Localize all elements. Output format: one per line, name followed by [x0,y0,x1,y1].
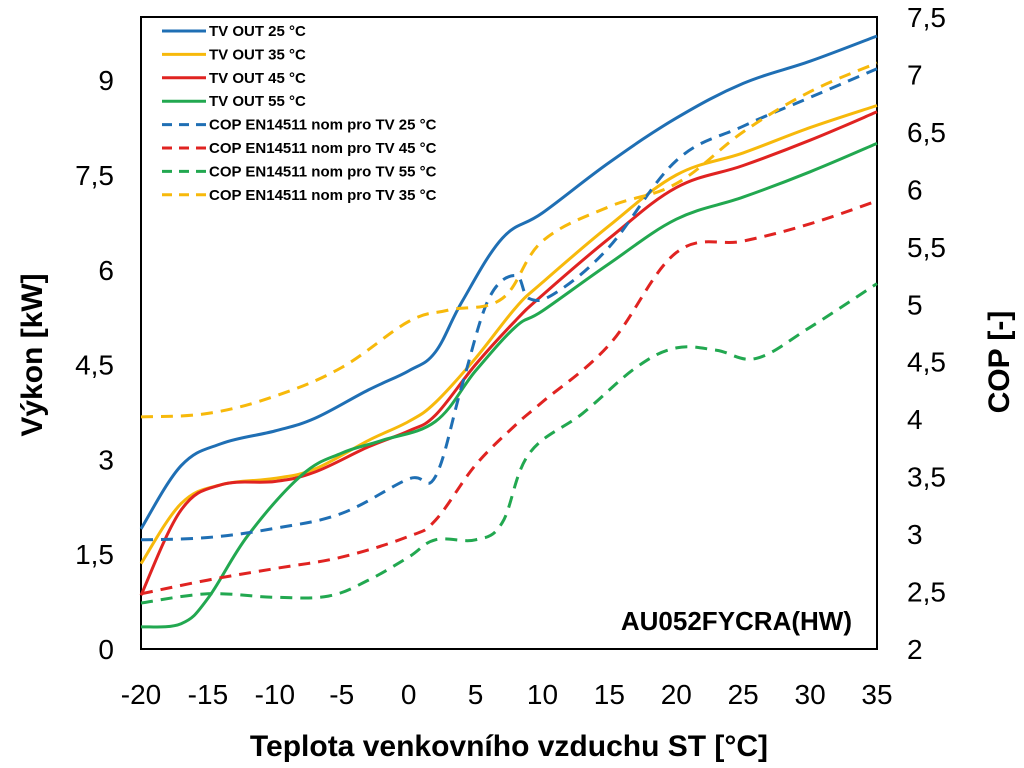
x-tick-label: -15 [188,679,228,710]
legend-label: COP EN14511 nom pro TV 45 °C [209,140,437,157]
y-tick-label: 9 [98,65,114,96]
legend-label: TV OUT 25 °C [209,23,306,40]
legend-entry: TV OUT 45 °C [162,70,306,87]
y2-tick-label: 6,5 [907,117,946,148]
y2-tick-label: 5,5 [907,232,946,263]
series-line-4 [140,142,878,629]
legend-entry: COP EN14511 nom pro TV 25 °C [162,117,437,134]
x-tick-label: -5 [329,679,354,710]
legend-entry: TV OUT 35 °C [162,46,306,63]
x-axis-title: Teplota venkovního vzduchu ST [°C] [250,730,768,763]
x-tick-label: -20 [121,679,161,710]
y2-tick-label: 4 [907,404,923,435]
legend-entry: COP EN14511 nom pro TV 55 °C [162,163,437,180]
y-tick-label: 3 [98,444,114,475]
x-tick-label: 20 [661,679,692,710]
y-tick-label: 4,5 [75,350,114,381]
legend-entry: TV OUT 25 °C [162,23,306,40]
y2-axis-title: COP [-] [983,311,1016,414]
x-tick-label: -10 [255,679,295,710]
legend: TV OUT 25 °C TV OUT 35 °C TV OUT 45 °C TV O… [162,23,437,204]
y2-axis-ticks: 2 2,5 3 3,5 4 4,5 5 5,5 6 6,5 7 7,5 [907,2,946,665]
y2-tick-label: 3 [907,519,923,550]
y2-tick-label: 4,5 [907,347,946,378]
legend-entry: TV OUT 55 °C [162,93,306,110]
y2-tick-label: 7 [907,59,923,90]
legend-label: COP EN14511 nom pro TV 25 °C [209,117,437,134]
legend-label: TV OUT 55 °C [209,93,306,110]
x-tick-label: 5 [468,679,484,710]
series-line-5 [140,67,878,542]
y2-tick-label: 6 [907,174,923,205]
y2-tick-label: 5 [907,289,923,320]
y-tick-label: 7,5 [75,160,114,191]
x-tick-label: 35 [861,679,892,710]
series-line-8 [140,61,878,419]
legend-label: COP EN14511 nom pro TV 35 °C [209,187,437,204]
model-annotation: AU052FYCRA(HW) [621,606,852,636]
legend-label: TV OUT 45 °C [209,70,306,87]
x-tick-label: 30 [795,679,826,710]
y-axis-ticks: 0 1,5 3 4,5 6 7,5 9 [75,65,114,665]
y-tick-label: 6 [98,255,114,286]
x-tick-label: 10 [527,679,558,710]
y-axis-title: Výkon [kW] [16,273,49,436]
series-layer [139,34,878,629]
legend-label: COP EN14511 nom pro TV 55 °C [209,163,437,180]
legend-entry: COP EN14511 nom pro TV 35 °C [162,187,437,204]
x-axis-ticks: -20 -15 -10 -5 0 5 10 15 20 25 30 35 [121,679,893,710]
y2-tick-label: 7,5 [907,2,946,33]
series-line-7 [140,282,878,605]
legend-label: TV OUT 35 °C [209,46,306,63]
plot-area-frame [140,16,878,650]
x-tick-label: 0 [401,679,417,710]
y-tick-label: 0 [98,634,114,665]
y2-tick-label: 2 [907,634,923,665]
series-line-3 [139,110,878,596]
x-tick-label: 15 [594,679,625,710]
legend-entry: COP EN14511 nom pro TV 45 °C [162,140,437,157]
x-tick-label: 25 [728,679,759,710]
series-line-6 [140,199,878,596]
y-tick-label: 1,5 [75,539,114,570]
y2-tick-label: 3,5 [907,462,946,493]
y2-tick-label: 2,5 [907,577,946,608]
